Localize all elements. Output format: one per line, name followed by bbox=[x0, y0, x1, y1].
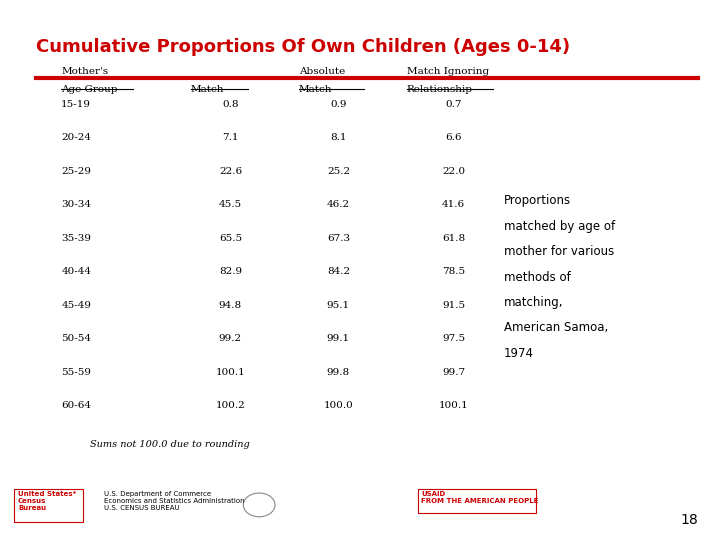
Text: 8.1: 8.1 bbox=[330, 133, 346, 143]
Text: matched by age of: matched by age of bbox=[504, 220, 615, 233]
Text: 60-64: 60-64 bbox=[61, 401, 91, 410]
Text: matching,: matching, bbox=[504, 296, 564, 309]
Text: 0.8: 0.8 bbox=[222, 100, 238, 109]
Text: 100.2: 100.2 bbox=[215, 401, 246, 410]
Text: Absolute: Absolute bbox=[299, 68, 345, 77]
Text: 84.2: 84.2 bbox=[327, 267, 350, 276]
Text: American Samoa,: American Samoa, bbox=[504, 321, 608, 334]
Text: Match: Match bbox=[191, 85, 225, 94]
Text: 30-34: 30-34 bbox=[61, 200, 91, 210]
Text: 100.1: 100.1 bbox=[215, 368, 246, 377]
Text: 25-29: 25-29 bbox=[61, 167, 91, 176]
Text: 94.8: 94.8 bbox=[219, 301, 242, 310]
Text: Proportions: Proportions bbox=[504, 194, 571, 207]
Text: 18: 18 bbox=[680, 512, 698, 526]
Text: 6.6: 6.6 bbox=[446, 133, 462, 143]
Text: 78.5: 78.5 bbox=[442, 267, 465, 276]
Text: 0.7: 0.7 bbox=[446, 100, 462, 109]
Text: 15-19: 15-19 bbox=[61, 100, 91, 109]
Text: USAID
FROM THE AMERICAN PEOPLE: USAID FROM THE AMERICAN PEOPLE bbox=[421, 491, 539, 504]
Text: 45-49: 45-49 bbox=[61, 301, 91, 310]
Bar bbox=[418, 489, 536, 513]
Text: 40-44: 40-44 bbox=[61, 267, 91, 276]
Text: Match: Match bbox=[299, 85, 333, 94]
Text: 82.9: 82.9 bbox=[219, 267, 242, 276]
Text: 95.1: 95.1 bbox=[327, 301, 350, 310]
Text: 7.1: 7.1 bbox=[222, 133, 238, 143]
Text: Match Ignoring: Match Ignoring bbox=[407, 68, 489, 77]
Text: 99.7: 99.7 bbox=[442, 368, 465, 377]
Text: Cumulative Proportions Of Own Children (Ages 0-14): Cumulative Proportions Of Own Children (… bbox=[36, 38, 570, 56]
Text: 46.2: 46.2 bbox=[327, 200, 350, 210]
Text: 65.5: 65.5 bbox=[219, 234, 242, 243]
Text: 67.3: 67.3 bbox=[327, 234, 350, 243]
Text: United States*
Census
Bureau: United States* Census Bureau bbox=[18, 491, 76, 511]
Text: 50-54: 50-54 bbox=[61, 334, 91, 343]
Text: 20-24: 20-24 bbox=[61, 133, 91, 143]
Bar bbox=[14, 489, 83, 522]
Text: 45.5: 45.5 bbox=[219, 200, 242, 210]
Text: Age Group: Age Group bbox=[61, 85, 117, 94]
Text: Relationship: Relationship bbox=[407, 85, 473, 94]
Text: 99.8: 99.8 bbox=[327, 368, 350, 377]
Text: 0.9: 0.9 bbox=[330, 100, 346, 109]
Text: 97.5: 97.5 bbox=[442, 334, 465, 343]
Text: U.S. Department of Commerce
Economics and Statistics Administration
U.S. CENSUS : U.S. Department of Commerce Economics an… bbox=[104, 491, 245, 511]
Text: 25.2: 25.2 bbox=[327, 167, 350, 176]
Text: 99.2: 99.2 bbox=[219, 334, 242, 343]
Text: 35-39: 35-39 bbox=[61, 234, 91, 243]
Text: 41.6: 41.6 bbox=[442, 200, 465, 210]
Text: 61.8: 61.8 bbox=[442, 234, 465, 243]
Text: 22.0: 22.0 bbox=[442, 167, 465, 176]
Text: 55-59: 55-59 bbox=[61, 368, 91, 377]
Text: 91.5: 91.5 bbox=[442, 301, 465, 310]
Text: mother for various: mother for various bbox=[504, 245, 614, 258]
Text: 1974: 1974 bbox=[504, 347, 534, 360]
Text: Mother's: Mother's bbox=[61, 68, 108, 77]
Text: 22.6: 22.6 bbox=[219, 167, 242, 176]
Text: 99.1: 99.1 bbox=[327, 334, 350, 343]
Text: 100.1: 100.1 bbox=[438, 401, 469, 410]
Text: Sums not 100.0 due to rounding: Sums not 100.0 due to rounding bbox=[90, 440, 250, 449]
Text: methods of: methods of bbox=[504, 271, 571, 284]
Text: 100.0: 100.0 bbox=[323, 401, 354, 410]
